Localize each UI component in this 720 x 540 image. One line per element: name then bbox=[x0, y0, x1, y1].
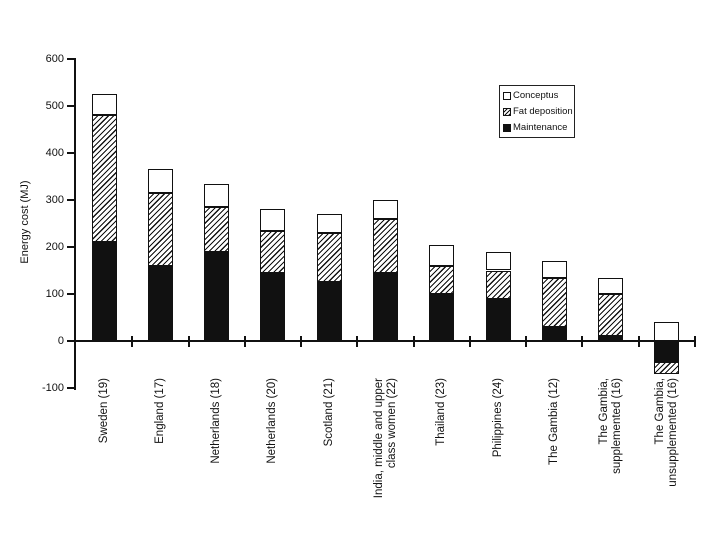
category-label: The Gambia, unsupplemented (16) bbox=[654, 378, 679, 487]
category-label: India, middle and upper class women (22) bbox=[373, 378, 398, 499]
bar-segment-maintenance bbox=[654, 341, 680, 363]
y-axis-tick bbox=[67, 199, 75, 201]
legend-item-fat-deposition: Fat deposition bbox=[503, 105, 573, 119]
bar-segment-maintenance bbox=[91, 242, 117, 341]
bar-segment-conceptus bbox=[260, 209, 286, 231]
y-axis-tick bbox=[67, 105, 75, 107]
bar-segment-fat_deposition bbox=[147, 192, 173, 266]
y-axis-line bbox=[74, 58, 76, 390]
bar-segment-maintenance bbox=[541, 326, 567, 341]
x-axis-tick bbox=[525, 336, 528, 347]
filled-square-swatch-icon bbox=[503, 124, 511, 132]
category-label: Scotland (21) bbox=[322, 378, 335, 447]
bar-segment-maintenance bbox=[429, 294, 455, 341]
bar-segment-fat_deposition bbox=[260, 230, 286, 273]
x-axis-tick bbox=[356, 336, 359, 347]
x-axis-tick bbox=[412, 336, 415, 347]
x-axis-tick bbox=[187, 336, 190, 347]
bar-segment-maintenance bbox=[260, 272, 286, 341]
category-label: Netherlands (20) bbox=[266, 378, 279, 464]
y-tick-label: 0 bbox=[57, 335, 64, 347]
x-axis-line bbox=[74, 340, 695, 342]
y-tick-label: 100 bbox=[45, 288, 64, 300]
bar-segment-conceptus bbox=[598, 277, 624, 294]
hatched-square-swatch-icon bbox=[503, 108, 511, 116]
category-label: Thailand (23) bbox=[435, 378, 448, 446]
y-axis-tick bbox=[67, 387, 75, 389]
y-axis-title: Energy cost (MJ) bbox=[19, 180, 31, 264]
bar-segment-fat_deposition bbox=[541, 277, 567, 327]
bar-segment-conceptus bbox=[316, 214, 342, 233]
y-axis-tick bbox=[67, 152, 75, 154]
bar-segment-fat_deposition bbox=[598, 294, 624, 337]
bar-segment-maintenance bbox=[316, 282, 342, 341]
bar-segment-conceptus bbox=[429, 244, 455, 266]
category-label: Netherlands (18) bbox=[210, 378, 223, 464]
bar-segment-maintenance bbox=[204, 251, 230, 341]
legend-label-fat-deposition: Fat deposition bbox=[513, 106, 573, 117]
bar-segment-maintenance bbox=[373, 272, 398, 341]
x-axis-tick bbox=[694, 336, 696, 347]
bar-segment-fat_deposition bbox=[373, 218, 398, 273]
bar-segment-conceptus bbox=[373, 200, 398, 219]
y-axis-tick bbox=[67, 293, 75, 295]
legend: Conceptus Fat deposition Maintenance bbox=[499, 85, 575, 138]
bar-segment-fat_deposition bbox=[204, 207, 230, 252]
x-axis-tick bbox=[581, 336, 584, 347]
bar-segment-fat_deposition bbox=[654, 362, 680, 374]
category-label: England (17) bbox=[153, 378, 166, 444]
bar-segment-fat_deposition bbox=[316, 232, 342, 283]
y-tick-label: 400 bbox=[45, 147, 64, 159]
y-axis-tick bbox=[67, 246, 75, 248]
bar-segment-fat_deposition bbox=[485, 270, 511, 299]
y-tick-label: 200 bbox=[45, 241, 64, 253]
y-tick-label: -100 bbox=[41, 382, 64, 394]
open-square-swatch-icon bbox=[503, 92, 511, 100]
y-axis-tick bbox=[67, 58, 75, 60]
bar-segment-conceptus bbox=[654, 322, 680, 341]
bar-segment-conceptus bbox=[91, 94, 117, 116]
category-label: Sweden (19) bbox=[97, 378, 110, 444]
bar-segment-conceptus bbox=[541, 261, 567, 278]
bar-segment-fat_deposition bbox=[91, 115, 117, 243]
x-axis-tick bbox=[637, 336, 640, 347]
x-axis-tick bbox=[243, 336, 246, 347]
category-label: Philippines (24) bbox=[491, 378, 504, 458]
bar-segment-maintenance bbox=[147, 265, 173, 341]
y-tick-label: 600 bbox=[45, 53, 64, 65]
legend-label-conceptus: Conceptus bbox=[513, 90, 559, 101]
bar-segment-maintenance bbox=[598, 336, 624, 341]
bar-segment-conceptus bbox=[147, 169, 173, 193]
x-axis-tick bbox=[131, 336, 134, 347]
y-axis-tick bbox=[67, 340, 75, 342]
category-label: The Gambia (12) bbox=[547, 378, 560, 465]
legend-label-maintenance: Maintenance bbox=[513, 122, 568, 133]
y-tick-label: 500 bbox=[45, 100, 64, 112]
category-label: The Gambia, supplemented (16) bbox=[598, 378, 623, 474]
bar-segment-conceptus bbox=[204, 183, 230, 208]
x-axis-tick bbox=[468, 336, 471, 347]
bar-segment-maintenance bbox=[485, 298, 511, 341]
legend-item-maintenance: Maintenance bbox=[503, 121, 572, 135]
bar-segment-conceptus bbox=[485, 251, 511, 271]
x-axis-tick bbox=[300, 336, 303, 347]
legend-item-conceptus: Conceptus bbox=[503, 89, 572, 103]
bar-segment-fat_deposition bbox=[429, 265, 455, 294]
y-tick-label: 300 bbox=[45, 194, 64, 206]
